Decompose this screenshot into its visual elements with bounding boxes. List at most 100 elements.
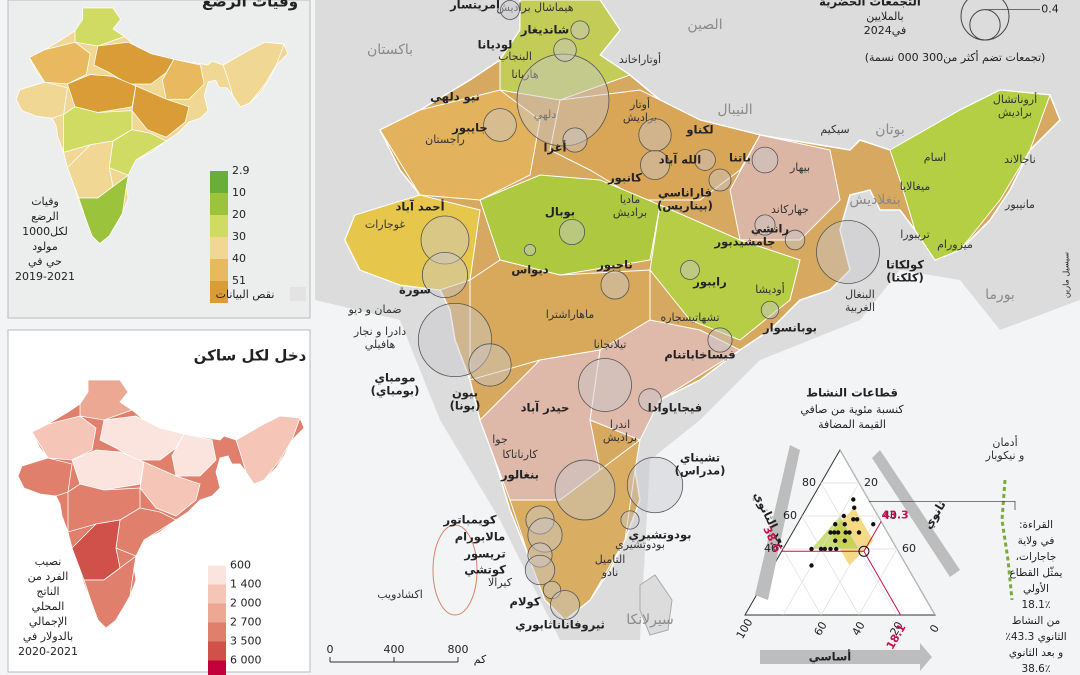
legend-title: التجمعات الحضرية [819, 0, 921, 9]
no-data-swatch [290, 287, 306, 301]
state-label: كارناتاكا [502, 448, 538, 461]
city-label: فاراناسي [658, 186, 712, 200]
city-label: فيجاياوادا [648, 401, 702, 416]
state-point [832, 530, 837, 535]
state-label: الغربية [845, 301, 875, 314]
mini-region [139, 461, 201, 517]
scale-label: 400 [384, 643, 405, 656]
city-bubble [754, 214, 776, 236]
city-label: (مدراس) [675, 464, 726, 478]
state-label: كيرالا [488, 576, 513, 589]
city-bubble [708, 168, 732, 192]
city-bubble [523, 243, 537, 257]
state-label: ميغالايا [900, 180, 931, 193]
highlight-point [858, 545, 870, 557]
country-label: باكستان [367, 42, 413, 58]
state-label: غوجارات [365, 218, 406, 231]
state-label: البنغال [845, 288, 875, 301]
city-bubble [694, 149, 716, 171]
state-area [499, 0, 632, 101]
city-bubble [760, 300, 780, 320]
city-label: (بونا) [450, 399, 481, 414]
state-point [856, 530, 862, 535]
state-label: تشهاتيسجاره [660, 311, 719, 324]
guide-line [863, 551, 902, 616]
reading-note: الثانوي 43.3٪ [1005, 631, 1066, 643]
sea-label: اكشادويب [377, 588, 423, 601]
legend-subtitle: في2024 [864, 24, 906, 37]
reading-note: الأولي [1023, 582, 1049, 595]
state-point [809, 546, 814, 552]
scale-unit: كم [474, 653, 487, 666]
state-point [809, 563, 814, 568]
legend-label: 6 000 [230, 654, 262, 667]
legend-swatch [210, 237, 228, 259]
state-point [822, 546, 827, 552]
tick-label: 20 [864, 476, 878, 489]
state-label: ناجالاند [1004, 153, 1036, 166]
state-point [828, 546, 833, 552]
state-label: أوتار [629, 97, 650, 111]
city-bubble [626, 456, 684, 514]
state-area [889, 89, 1051, 261]
city-label: (كلكتا) [886, 271, 924, 285]
legend-label: 10 [232, 186, 246, 199]
state-area [379, 89, 541, 201]
mini-region [108, 129, 167, 176]
state-point [833, 538, 838, 543]
state-label: براديش [998, 106, 1032, 119]
city-bubble [784, 229, 806, 251]
city-label: بنغالور [500, 468, 539, 483]
city-label: بوبانسوار [762, 321, 817, 336]
city-label: بودوتشيري [629, 528, 692, 543]
state-label: أوديشا [755, 282, 785, 296]
state-point [842, 522, 847, 527]
state-label: هافيلي [365, 338, 396, 351]
state-label: ميزورام [937, 238, 973, 251]
city-label: فيساخاباتنام [664, 348, 735, 362]
city-bubble [468, 343, 512, 387]
city-bubble [816, 220, 880, 284]
sea-label: أدمان [992, 435, 1017, 449]
panel-caption: نصيب [35, 555, 62, 568]
panel-caption: الإجمالي [29, 615, 67, 628]
tick-label: 40 [764, 542, 778, 555]
scale-label: 800 [448, 643, 469, 656]
state-point [847, 530, 852, 535]
city-bubble [638, 118, 672, 152]
panel-caption: الفرد من [28, 570, 69, 583]
legend-size-label: 0.4 [1041, 3, 1059, 16]
legend-swatch [210, 215, 228, 237]
city-label: شانديغار [520, 23, 569, 37]
state-point [854, 517, 860, 522]
state-label: اسام [924, 151, 946, 164]
state-label: البنجاب [498, 50, 532, 63]
main-map: باكستان الصين النيبال بوتان بنغلاديش بورما سير… [315, 0, 1080, 666]
legend-label: 20 [232, 208, 246, 221]
city-bubble [707, 327, 733, 353]
mini-region [115, 507, 177, 557]
city-label: رانشي [751, 222, 789, 236]
state-label: ماهاراشترا [546, 308, 595, 321]
reading-note: القراءة: [1019, 519, 1053, 531]
city-label: نيو دلهي [430, 90, 480, 105]
state-label: مانيبور [1004, 198, 1035, 211]
city-label: حيدر آباد [521, 401, 570, 415]
state-label: بودوتشيري [615, 538, 665, 551]
city-label: ناجبور [596, 258, 632, 273]
state-area [649, 204, 801, 341]
reading-note: من النشاط [1012, 615, 1061, 627]
city-bubble [578, 358, 632, 412]
state-point [833, 522, 838, 527]
mini-map [15, 7, 289, 245]
axis-title: أساسي [809, 649, 852, 664]
grid-line [858, 548, 898, 616]
city-label: رايبور [692, 275, 726, 290]
city-bubble [500, 0, 520, 20]
state-label: براديش [623, 111, 657, 124]
reading-note: يمثّل القطاع [1010, 566, 1063, 579]
city-label: بيون [452, 386, 478, 401]
city-bubble [620, 510, 640, 530]
lakshadweep-outline [432, 524, 478, 616]
